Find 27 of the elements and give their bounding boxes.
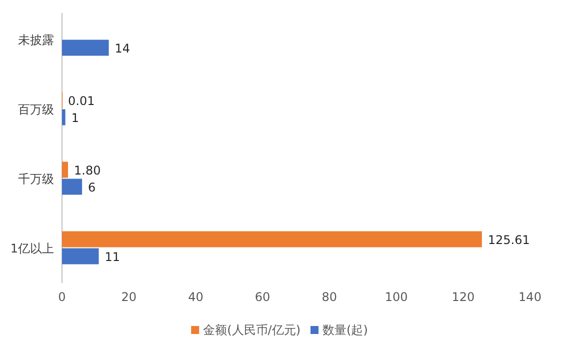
bar (62, 109, 66, 126)
x-tick-label: 120 (452, 290, 475, 304)
data-label: 6 (88, 180, 96, 194)
bar (62, 231, 482, 248)
x-tick-label: 60 (254, 290, 270, 304)
bar (62, 248, 99, 264)
x-tick-label: 0 (58, 290, 66, 304)
data-label: 125.61 (488, 232, 530, 247)
bar (62, 178, 82, 195)
x-tick-label: 140 (518, 290, 542, 304)
legend-label: 数量(起) (322, 323, 368, 337)
legend-label: 金额(人民币/亿元) (203, 323, 301, 337)
y-tick-label: 千万级 (18, 172, 54, 186)
y-tick-label: 百万级 (18, 102, 54, 116)
bar (62, 40, 109, 56)
x-tick-label: 80 (322, 290, 338, 304)
data-label: 0.01 (68, 94, 95, 108)
x-tick-label: 100 (384, 290, 408, 304)
x-tick-label: 20 (121, 290, 136, 304)
data-label: 14 (114, 41, 130, 56)
bar (62, 162, 68, 178)
y-tick-label: 未披露 (18, 32, 54, 47)
data-label: 1 (71, 110, 79, 125)
data-label: 1.80 (74, 163, 101, 178)
data-label: 11 (104, 250, 120, 264)
x-tick-label: 40 (188, 290, 204, 304)
y-tick-label: 1亿以上 (10, 241, 54, 256)
